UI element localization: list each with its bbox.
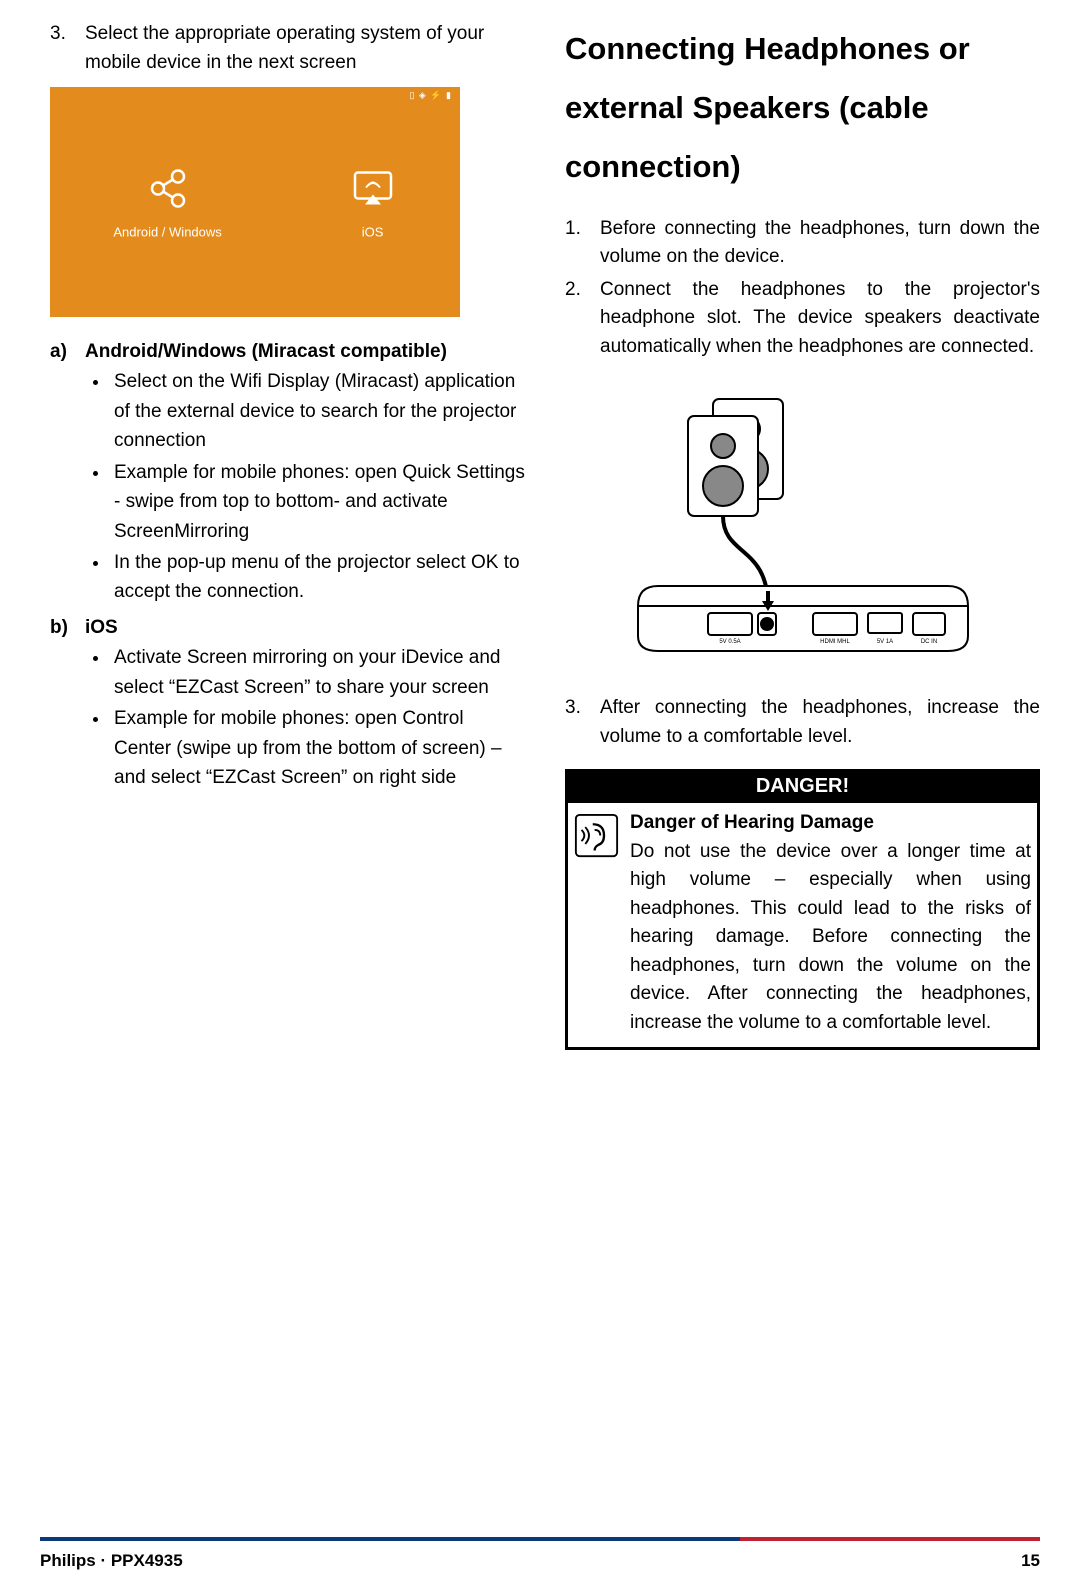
list-item: Activate Screen mirroring on your iDevic… — [110, 643, 525, 702]
danger-body-text: Do not use the device over a longer time… — [630, 838, 1031, 1038]
headphone-connection-diagram: 5V 0.5A HDMI MHL 5V 1A DC IN — [565, 391, 1040, 666]
svg-text:5V 1A: 5V 1A — [876, 639, 892, 645]
step-1-number: 1. — [565, 215, 600, 272]
section-heading: Connecting Headphones or external Speake… — [565, 20, 1040, 197]
list-item: Example for mobile phones: open Control … — [110, 704, 525, 792]
svg-text:DC IN: DC IN — [920, 639, 936, 645]
list-item: Example for mobile phones: open Quick Se… — [110, 458, 525, 546]
subsection-a-heading: a) Android/Windows (Miracast compatible) — [50, 337, 525, 367]
footer-divider — [40, 1537, 1040, 1541]
danger-title: Danger of Hearing Damage — [630, 809, 1031, 838]
step-3-right-text: After connecting the headphones, increas… — [600, 694, 1040, 751]
footer-left: Philips · PPX4935 — [40, 1551, 183, 1571]
danger-box: DANGER! Danger of Hearing Damage Do not … — [565, 769, 1040, 1050]
hearing-damage-icon — [574, 809, 630, 1037]
step-2-number: 2. — [565, 276, 600, 362]
step-3-number: 3. — [50, 20, 85, 77]
step-2-text: Connect the headphones to the projector'… — [600, 276, 1040, 362]
os-selection-screenshot: ▯ ◈ ⚡ ▮ Android / Windows — [50, 87, 460, 317]
subsection-b-heading: b) iOS — [50, 613, 525, 643]
status-bar-icons: ▯ ◈ ⚡ ▮ — [409, 90, 452, 101]
svg-text:5V 0.5A: 5V 0.5A — [719, 639, 740, 645]
list-item: Select on the Wifi Display (Miracast) ap… — [110, 367, 525, 455]
subsection-a-title: Android/Windows (Miracast compatible) — [85, 337, 447, 367]
step-2: 2. Connect the headphones to the project… — [565, 276, 1040, 362]
subsection-a-bullets: Select on the Wifi Display (Miracast) ap… — [50, 367, 525, 607]
step-3: 3. Select the appropriate operating syst… — [50, 20, 525, 77]
subsection-b-title: iOS — [85, 613, 118, 643]
step-1: 1. Before connecting the headphones, tur… — [565, 215, 1040, 272]
footer-page-number: 15 — [1021, 1551, 1040, 1571]
option-ios: iOS — [349, 165, 397, 240]
svg-text:HDMI MHL: HDMI MHL — [820, 639, 850, 645]
step-1-text: Before connecting the headphones, turn d… — [600, 215, 1040, 272]
step-3-right-number: 3. — [565, 694, 600, 751]
subsection-a-letter: a) — [50, 337, 85, 367]
share-icon — [144, 165, 192, 213]
step-3-right: 3. After connecting the headphones, incr… — [565, 694, 1040, 751]
option-android-windows: Android / Windows — [113, 165, 221, 240]
option-ios-label: iOS — [362, 225, 384, 240]
subsection-b-letter: b) — [50, 613, 85, 643]
step-3-text: Select the appropriate operating system … — [85, 20, 525, 77]
subsection-b-bullets: Activate Screen mirroring on your iDevic… — [50, 643, 525, 792]
airplay-icon — [349, 165, 397, 213]
danger-header: DANGER! — [568, 772, 1037, 803]
option-android-label: Android / Windows — [113, 225, 221, 240]
list-item: In the pop-up menu of the projector sele… — [110, 548, 525, 607]
